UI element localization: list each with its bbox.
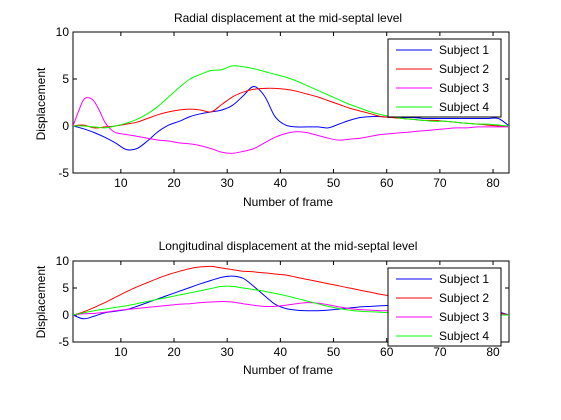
legend-entry: Subject 1: [439, 272, 489, 286]
x-tick-label: 60: [380, 345, 394, 359]
x-tick-label: 80: [486, 345, 500, 359]
legend-entry: Subject 3: [439, 81, 489, 95]
legend-entry: Subject 3: [439, 310, 489, 324]
x-tick-label: 20: [167, 176, 181, 190]
x-tick-label: 10: [114, 176, 128, 190]
y-tick-label: -5: [58, 166, 69, 180]
legend-entry: Subject 2: [439, 62, 489, 76]
longitudinal-displacement-chart: Longitudinal displacement at the mid-sep…: [34, 239, 510, 377]
x-tick-label: 50: [327, 176, 341, 190]
legend: Subject 1 Subject 2 Subject 3 Subject 4: [387, 38, 502, 118]
chart-title: Radial displacement at the mid-septal le…: [174, 11, 402, 25]
x-tick-label: 30: [221, 345, 235, 359]
x-tick-label: 20: [167, 345, 181, 359]
legend-entry: Subject 1: [439, 43, 489, 57]
series-line-subject-4: [73, 65, 509, 129]
y-tick-label: 10: [56, 254, 70, 268]
y-tick-label: -5: [58, 335, 69, 349]
x-tick-label: 30: [221, 176, 235, 190]
x-tick-label: 70: [433, 176, 447, 190]
y-tick-label: 5: [62, 281, 69, 295]
x-tick-label: 40: [274, 345, 288, 359]
y-axis-label: Displacement: [34, 265, 48, 338]
legend-entry: Subject 2: [439, 291, 489, 305]
y-tick-label: 10: [56, 25, 70, 39]
legend-entry: Subject 4: [439, 100, 489, 114]
legend-box: [387, 267, 502, 347]
y-tick-label: 0: [62, 119, 69, 133]
radial-displacement-chart: Radial displacement at the mid-septal le…: [34, 11, 510, 209]
x-tick-label: 40: [274, 176, 288, 190]
y-axis-label: Displacement: [34, 67, 48, 140]
legend: Subject 1 Subject 2 Subject 3 Subject 4: [387, 267, 502, 347]
x-tick-label: 60: [380, 176, 394, 190]
legend-entry: Subject 4: [439, 329, 489, 343]
x-tick-label: 70: [433, 345, 447, 359]
legend-box: [387, 38, 502, 118]
series-group: [73, 65, 509, 154]
x-tick-label: 50: [327, 345, 341, 359]
y-tick-label: 5: [62, 72, 69, 86]
x-axis-label: Number of frame: [243, 195, 333, 209]
series-line-subject-2: [73, 87, 509, 129]
series-line-subject-3: [73, 97, 509, 154]
chart-title: Longitudinal displacement at the mid-sep…: [159, 239, 418, 253]
series-line-subject-1: [73, 85, 509, 151]
x-axis-label: Number of frame: [243, 363, 333, 377]
x-tick-label: 10: [114, 345, 128, 359]
y-tick-label: 0: [62, 308, 69, 322]
x-tick-label: 80: [486, 176, 500, 190]
